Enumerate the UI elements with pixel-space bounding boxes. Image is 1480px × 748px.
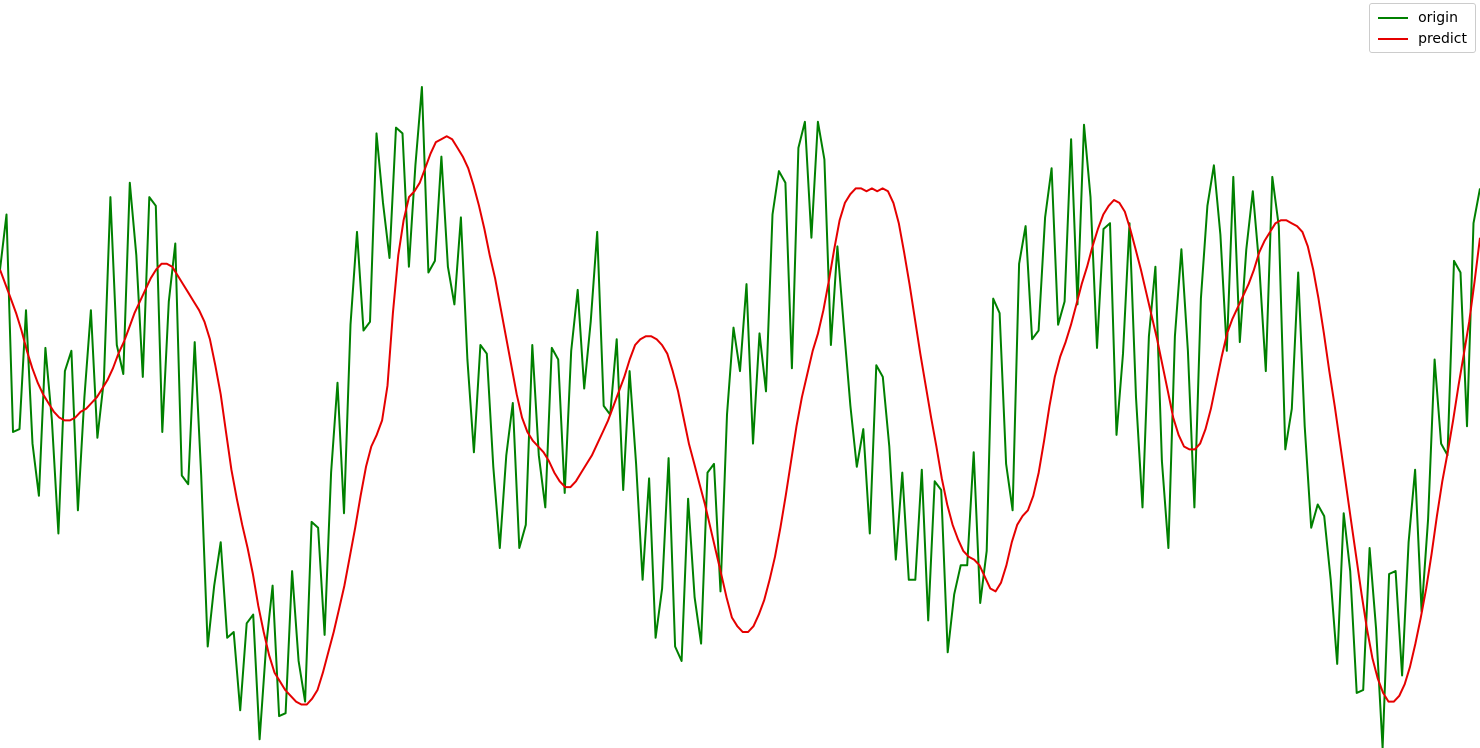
legend: origin predict (1369, 3, 1476, 53)
legend-swatch-predict (1378, 37, 1409, 40)
legend-swatch-origin (1378, 16, 1409, 19)
legend-item-origin: origin (1378, 7, 1467, 28)
legend-label-predict: predict (1418, 30, 1467, 47)
series-line-origin (0, 86, 1480, 748)
series-line-predict (0, 135, 1480, 706)
legend-label-origin: origin (1418, 9, 1458, 26)
legend-item-predict: predict (1378, 28, 1467, 49)
